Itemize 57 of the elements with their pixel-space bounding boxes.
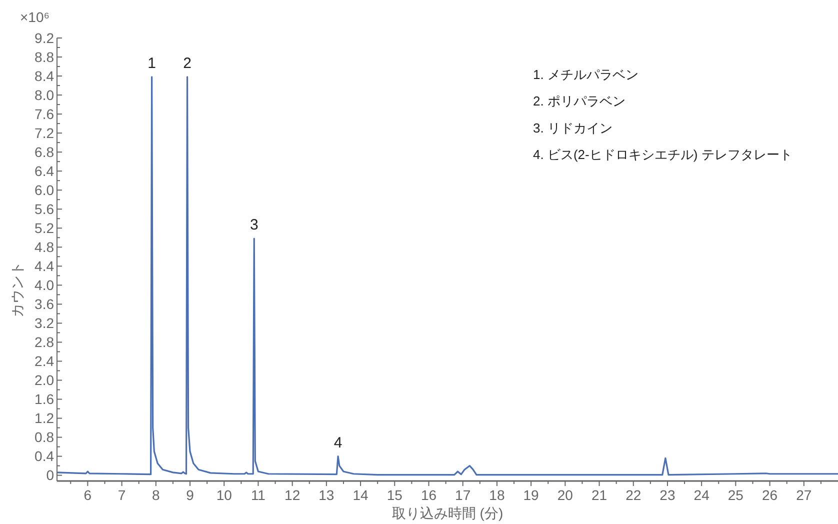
- y-tick-label: 4.8: [34, 239, 54, 256]
- y-tick-label: 8.4: [34, 68, 54, 84]
- annotation: 3: [250, 216, 258, 234]
- annotation: 2. ポリパラベン: [533, 94, 626, 109]
- x-axis-title: 取り込み時間 (分): [392, 505, 504, 521]
- x-tick-label: 27: [796, 487, 812, 503]
- x-tick-label: 14: [352, 487, 369, 503]
- x-tick-label: 9: [186, 487, 194, 503]
- y-tick-label: 5.6: [34, 201, 54, 218]
- x-tick-label: 13: [318, 487, 334, 503]
- text: ×10⁶: [20, 9, 50, 25]
- y-tick-label: 7.2: [34, 124, 54, 141]
- y-axis-title: カウント: [9, 262, 25, 318]
- y-tick-label: 3.2: [34, 315, 54, 332]
- x-tick-label: 17: [455, 487, 471, 503]
- y-tick-label: 0.8: [34, 429, 54, 446]
- x-tick-label: 26: [762, 487, 778, 503]
- y-tick-label: 2.0: [34, 372, 54, 388]
- annotation: 4. ビス(2-ヒドロキシエチル) テレフタレート: [533, 147, 792, 162]
- x-tick-label: 12: [284, 487, 300, 503]
- y-tick-label: 2.8: [34, 334, 54, 350]
- y-tick-label: 1.2: [34, 410, 54, 426]
- x-tick-label: 10: [216, 487, 232, 503]
- y-tick-label: 0.4: [34, 448, 54, 464]
- x-tick-label: 15: [386, 487, 403, 503]
- annotation: 4: [334, 434, 342, 452]
- annotation: 3. リドカイン: [533, 120, 612, 136]
- y-tick-label: 6.0: [34, 182, 54, 198]
- x-tick-label: 24: [694, 487, 710, 503]
- y-tick-label: 7.6: [34, 106, 54, 122]
- x-tick-label: 20: [557, 487, 574, 503]
- y-tick-label: 0: [46, 467, 54, 484]
- x-tick-label: 11: [250, 487, 266, 503]
- y-tick-label: 1.6: [34, 391, 54, 408]
- annotation: 1. メチルパラベン: [533, 67, 638, 82]
- x-tick-label: 22: [626, 487, 642, 503]
- x-tick-label: 16: [420, 487, 437, 503]
- x-tick-label: 25: [728, 487, 744, 503]
- y-tick-label: 6.4: [34, 162, 54, 179]
- annotation: 2: [183, 54, 192, 72]
- y-tick-label: 3.6: [34, 296, 54, 312]
- x-tick-label: 21: [591, 487, 608, 503]
- annotation: 1: [148, 54, 156, 72]
- y-tick-label: 9.2: [34, 30, 54, 46]
- y-tick-label: 8.8: [34, 48, 54, 65]
- x-tick-label: 7: [118, 487, 126, 503]
- x-tick-label: 23: [660, 487, 676, 503]
- y-tick-label: 8.0: [34, 86, 54, 103]
- x-tick-label: 8: [152, 487, 160, 503]
- x-tick-label: 19: [523, 487, 540, 503]
- y-tick-label: 5.2: [34, 220, 54, 236]
- y-tick-label: 6.8: [34, 144, 54, 160]
- y-tick-label: 4.0: [34, 277, 54, 294]
- y-tick-label: 2.4: [34, 353, 54, 370]
- y-tick-label: 4.4: [34, 258, 54, 274]
- x-tick-label: 6: [84, 487, 92, 503]
- x-tick-label: 18: [489, 487, 505, 503]
